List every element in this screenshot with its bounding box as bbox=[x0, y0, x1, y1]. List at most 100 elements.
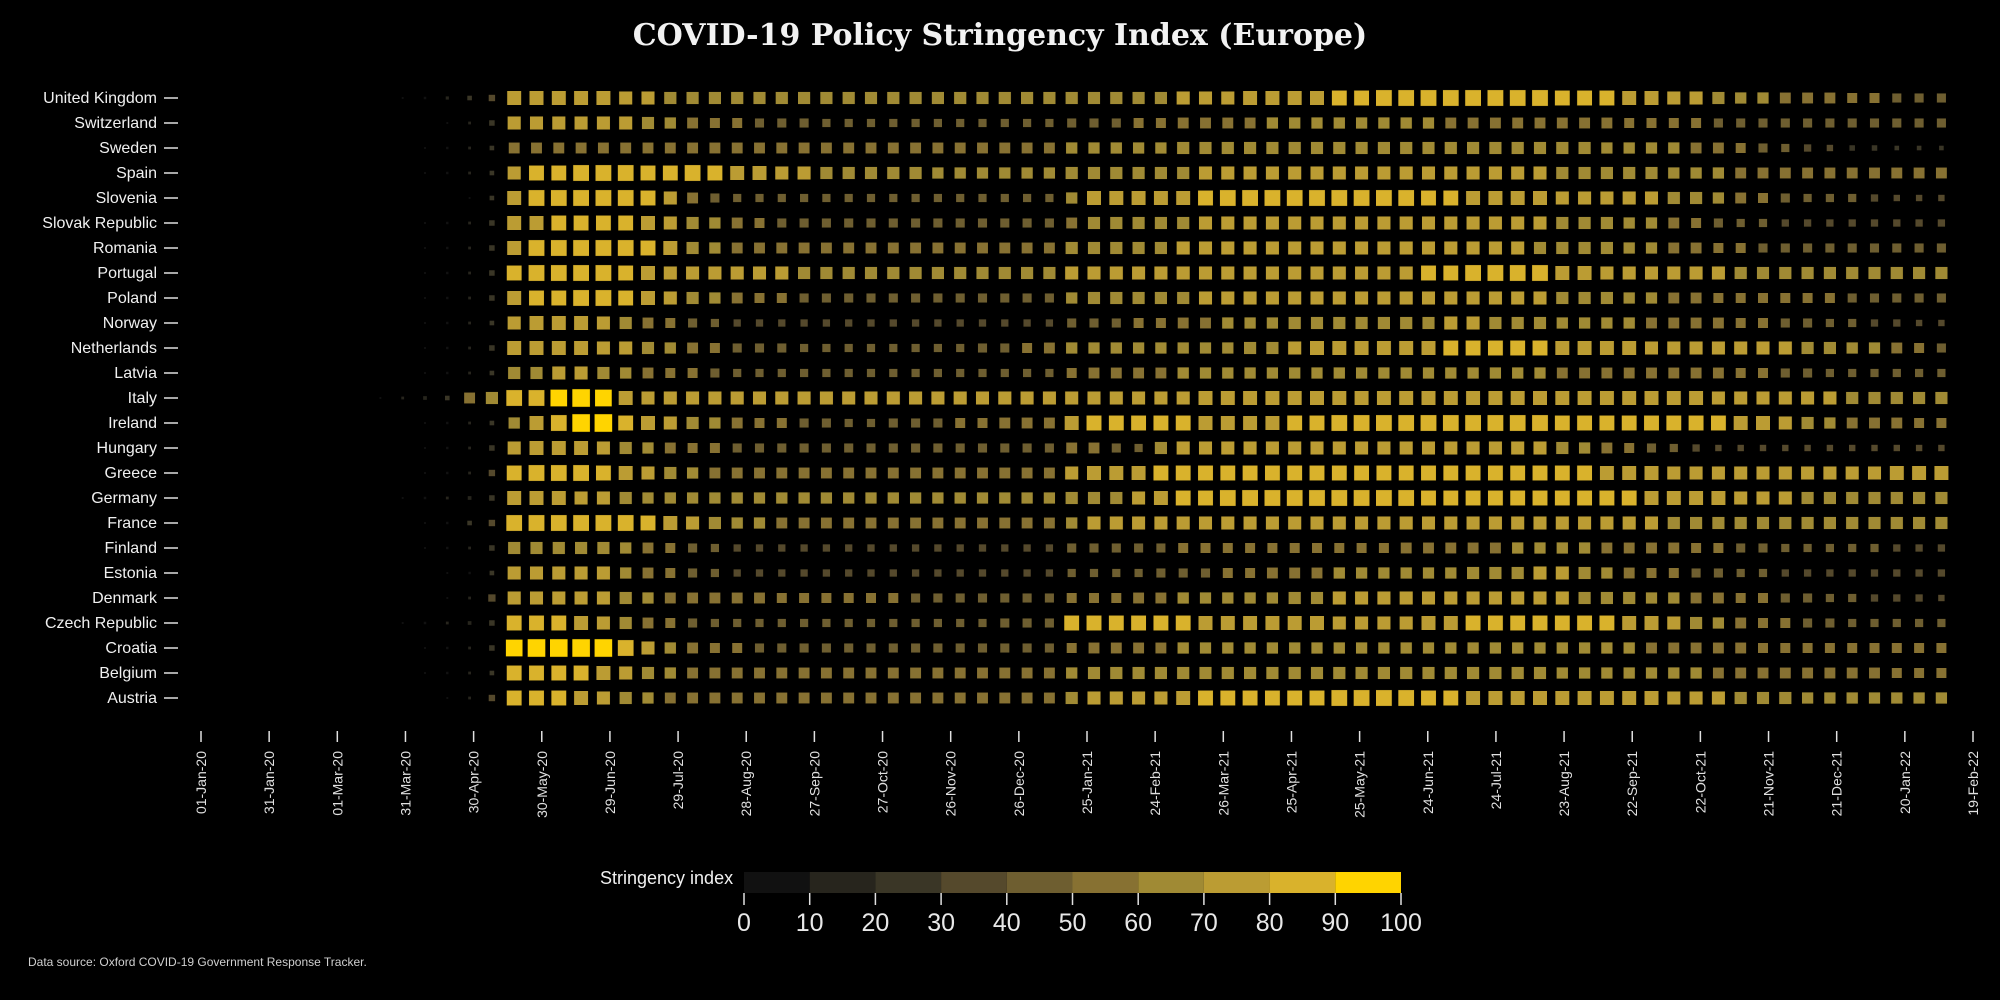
heatmap-cell bbox=[1131, 390, 1146, 406]
heatmap-cell bbox=[1822, 465, 1837, 481]
heatmap-cell bbox=[1464, 89, 1482, 107]
heatmap-cell bbox=[1398, 390, 1414, 406]
heatmap-cell bbox=[1154, 341, 1168, 355]
heatmap-cell bbox=[1376, 215, 1391, 231]
heatmap-cell bbox=[468, 696, 471, 700]
heatmap-cell bbox=[1802, 293, 1813, 303]
heatmap-cell bbox=[1600, 666, 1614, 680]
heatmap-cell bbox=[1332, 440, 1347, 456]
heatmap-cell bbox=[1465, 690, 1481, 706]
heatmap-cell bbox=[1892, 93, 1902, 103]
heatmap-cell bbox=[1154, 216, 1168, 230]
heatmap-cell bbox=[664, 442, 676, 454]
heatmap-cell bbox=[1243, 440, 1258, 456]
heatmap-cell bbox=[446, 671, 449, 675]
heatmap-cell bbox=[842, 91, 856, 105]
heatmap-cell bbox=[1000, 218, 1010, 228]
heatmap-cell bbox=[1688, 390, 1704, 406]
heatmap-cell bbox=[933, 118, 942, 128]
heatmap-cell bbox=[1847, 118, 1857, 128]
heatmap-cell bbox=[1623, 666, 1636, 680]
heatmap-cell bbox=[887, 142, 899, 154]
heatmap-cell bbox=[1198, 515, 1213, 531]
heatmap-cell bbox=[1399, 290, 1414, 306]
heatmap-cell bbox=[1691, 568, 1701, 578]
heatmap-cell bbox=[686, 216, 700, 230]
heatmap-cell bbox=[844, 193, 853, 203]
heatmap-cell bbox=[688, 568, 698, 578]
heatmap-cell bbox=[1711, 390, 1726, 406]
heatmap-cell bbox=[1555, 291, 1569, 305]
heatmap-cell bbox=[956, 569, 964, 577]
heatmap-cell bbox=[978, 319, 987, 327]
heatmap-cell bbox=[1198, 440, 1213, 456]
heatmap-cell bbox=[1133, 318, 1144, 328]
heatmap-cell bbox=[887, 242, 899, 254]
heatmap-cell bbox=[617, 189, 635, 207]
heatmap-cell bbox=[1200, 317, 1211, 329]
heatmap-cell bbox=[1554, 265, 1570, 281]
heatmap-cell bbox=[1735, 243, 1746, 253]
heatmap-cell bbox=[1332, 316, 1346, 330]
heatmap-cell bbox=[1668, 542, 1680, 554]
heatmap-cell bbox=[1309, 440, 1325, 456]
heatmap-cell bbox=[424, 222, 426, 224]
heatmap-cell bbox=[1893, 219, 1901, 227]
heatmap-cell bbox=[1309, 290, 1325, 306]
heatmap-cell bbox=[998, 266, 1012, 280]
heatmap-cell bbox=[889, 544, 897, 552]
heatmap-cell bbox=[1622, 515, 1637, 531]
heatmap-cell bbox=[1914, 643, 1925, 653]
heatmap-cell bbox=[572, 164, 590, 182]
heatmap-cell bbox=[489, 445, 495, 451]
heatmap-cell bbox=[1891, 342, 1903, 354]
heatmap-cell bbox=[755, 569, 764, 577]
heatmap-cell bbox=[686, 491, 699, 505]
heatmap-cell bbox=[551, 340, 567, 356]
heatmap-cell bbox=[754, 242, 765, 254]
heatmap-cell bbox=[1510, 440, 1525, 456]
heatmap-cell bbox=[619, 541, 632, 555]
heatmap-cell bbox=[1288, 116, 1301, 130]
heatmap-cell bbox=[1893, 319, 1901, 327]
heatmap-cell bbox=[1132, 666, 1146, 680]
x-tick-label: 21-Dec-21 bbox=[1829, 751, 1845, 817]
heatmap-cell bbox=[909, 166, 923, 180]
heatmap-cell bbox=[1397, 89, 1415, 107]
heatmap-cell bbox=[468, 246, 471, 250]
heatmap-cell bbox=[1532, 390, 1548, 406]
heatmap-cell bbox=[797, 390, 812, 406]
heatmap-cell bbox=[489, 345, 495, 351]
heatmap-cell bbox=[446, 246, 449, 250]
chart-title: COVID-19 Policy Stringency Index (Europe… bbox=[632, 18, 1368, 53]
heatmap-cell bbox=[1289, 543, 1300, 553]
heatmap-cell bbox=[1221, 666, 1235, 680]
heatmap-cell bbox=[550, 690, 567, 706]
heatmap-cell bbox=[1175, 490, 1192, 506]
heatmap-cell bbox=[731, 417, 743, 429]
heatmap-cell bbox=[1333, 641, 1346, 655]
heatmap-cell bbox=[1043, 342, 1055, 354]
legend-tick-label: 60 bbox=[1124, 909, 1152, 937]
heatmap-cell bbox=[1512, 117, 1524, 129]
heatmap-cell bbox=[1111, 543, 1121, 553]
heatmap-cell bbox=[1066, 643, 1077, 653]
heatmap-cell bbox=[845, 544, 853, 552]
heatmap-cell bbox=[1022, 343, 1033, 353]
heatmap-cell bbox=[1936, 243, 1946, 253]
heatmap-cell bbox=[549, 389, 568, 407]
heatmap-cell bbox=[1309, 515, 1325, 531]
heatmap-cell bbox=[1466, 641, 1480, 655]
heatmap-cell bbox=[596, 366, 610, 380]
heatmap-cell bbox=[1089, 593, 1099, 603]
heatmap-cell bbox=[866, 368, 876, 378]
heatmap-cell bbox=[1645, 666, 1658, 680]
heatmap-cell bbox=[687, 142, 699, 154]
heatmap-cell bbox=[1397, 689, 1415, 707]
heatmap-cell bbox=[467, 621, 472, 625]
heatmap-cell bbox=[1712, 191, 1725, 205]
heatmap-cell bbox=[1022, 293, 1032, 303]
heatmap-cell bbox=[754, 218, 765, 228]
heatmap-cell bbox=[1376, 615, 1391, 631]
heatmap-cell bbox=[1109, 515, 1124, 531]
